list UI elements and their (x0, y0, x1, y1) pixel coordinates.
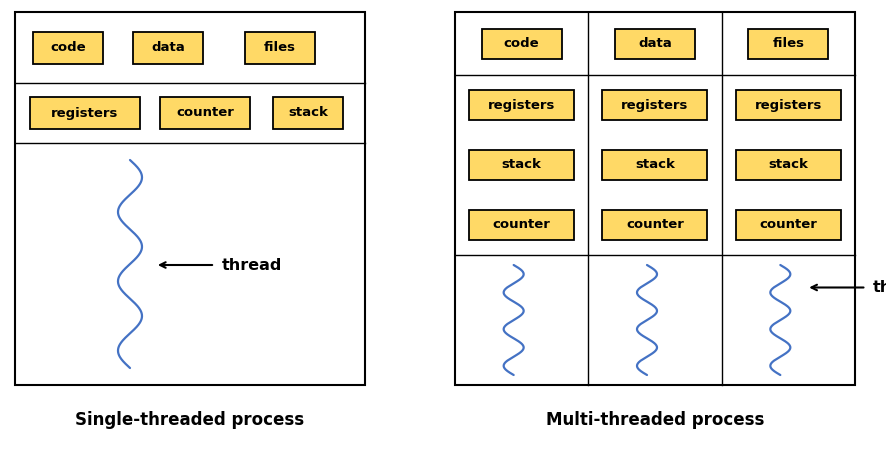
FancyBboxPatch shape (469, 150, 573, 180)
FancyBboxPatch shape (469, 210, 573, 240)
Text: data: data (637, 37, 671, 50)
FancyBboxPatch shape (602, 90, 707, 120)
FancyBboxPatch shape (15, 12, 364, 385)
Text: data: data (151, 41, 184, 54)
Text: registers: registers (487, 99, 555, 112)
Text: registers: registers (51, 106, 119, 119)
Text: files: files (772, 37, 804, 50)
Text: counter: counter (758, 219, 816, 232)
Text: Multi-threaded process: Multi-threaded process (545, 411, 764, 429)
Text: stack: stack (501, 158, 541, 171)
FancyBboxPatch shape (273, 97, 343, 129)
FancyBboxPatch shape (735, 210, 840, 240)
Text: code: code (503, 37, 539, 50)
FancyBboxPatch shape (33, 31, 103, 63)
FancyBboxPatch shape (133, 31, 203, 63)
Text: code: code (51, 41, 86, 54)
Text: files: files (264, 41, 296, 54)
FancyBboxPatch shape (245, 31, 315, 63)
Text: Single-threaded process: Single-threaded process (75, 411, 304, 429)
FancyBboxPatch shape (481, 29, 561, 58)
FancyBboxPatch shape (159, 97, 250, 129)
FancyBboxPatch shape (602, 150, 707, 180)
FancyBboxPatch shape (735, 90, 840, 120)
FancyBboxPatch shape (602, 210, 707, 240)
FancyBboxPatch shape (455, 12, 854, 385)
FancyBboxPatch shape (735, 150, 840, 180)
Text: counter: counter (626, 219, 683, 232)
Text: registers: registers (620, 99, 688, 112)
FancyBboxPatch shape (748, 29, 828, 58)
Text: stack: stack (288, 106, 328, 119)
Text: thread: thread (871, 280, 886, 295)
Text: thread: thread (222, 257, 282, 273)
FancyBboxPatch shape (614, 29, 695, 58)
FancyBboxPatch shape (469, 90, 573, 120)
Text: counter: counter (493, 219, 550, 232)
Text: registers: registers (754, 99, 821, 112)
FancyBboxPatch shape (30, 97, 140, 129)
Text: counter: counter (175, 106, 234, 119)
Text: stack: stack (767, 158, 807, 171)
Text: stack: stack (634, 158, 674, 171)
